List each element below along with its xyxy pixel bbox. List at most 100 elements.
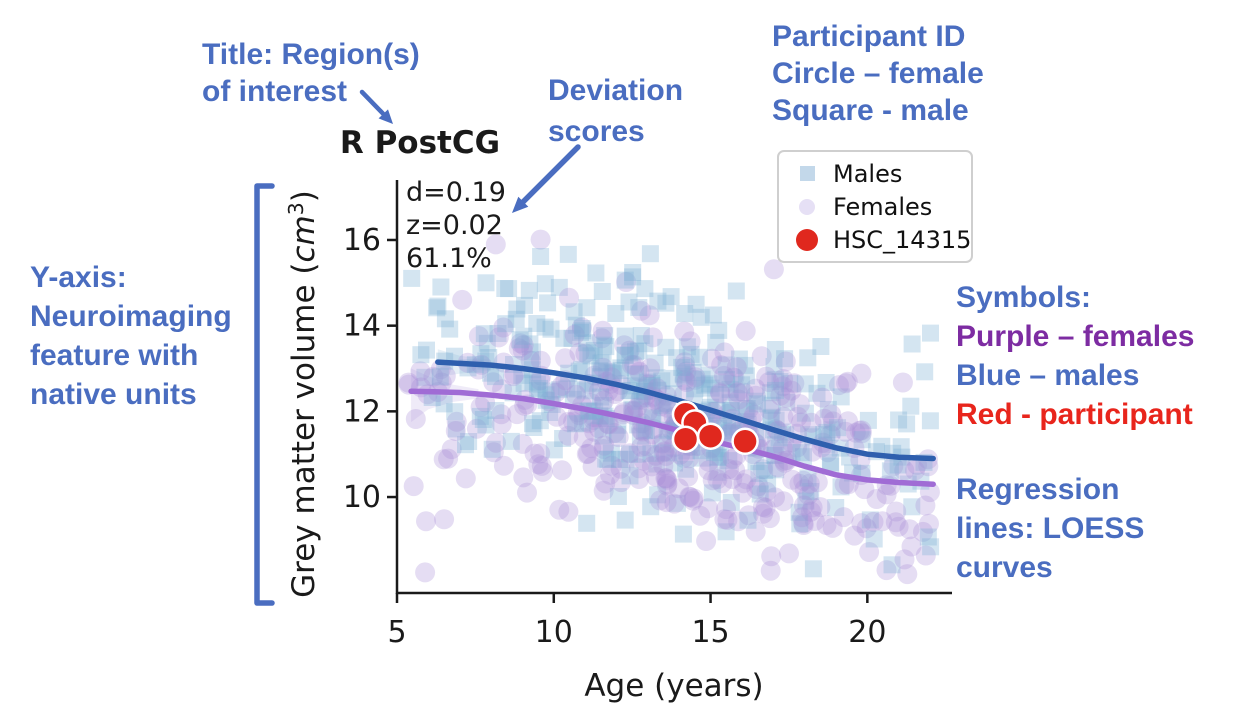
female-point: [642, 424, 663, 445]
female-point: [410, 361, 431, 382]
female-point: [468, 326, 489, 347]
female-point: [503, 366, 524, 387]
female-point: [753, 503, 774, 524]
axes: 5 10 15 20 10 12 14 16: [343, 180, 952, 650]
female-point: [637, 402, 658, 423]
male-point: [528, 315, 546, 332]
male-point: [508, 300, 526, 318]
female-point: [594, 390, 614, 411]
male-point: [790, 503, 808, 521]
female-point: [724, 367, 745, 388]
female-point: [532, 461, 553, 482]
female-point: [559, 287, 579, 308]
male-point: [682, 345, 700, 363]
male-point: [749, 395, 766, 413]
male-point: [609, 488, 627, 505]
regression-note-line: lines: LOESS: [956, 512, 1145, 545]
female-point: [801, 501, 821, 522]
male-point: [567, 415, 585, 433]
male-point: [403, 269, 421, 287]
female-point: [773, 369, 794, 389]
female-point: [892, 372, 913, 393]
male-point: [747, 453, 765, 471]
male-point: [767, 436, 785, 454]
male-point: [578, 334, 595, 352]
female-point: [732, 482, 753, 503]
male-point: [431, 368, 449, 386]
title-note-line: Title: Region(s): [202, 38, 420, 71]
title-arrow-icon: [359, 89, 393, 124]
female-point: [593, 439, 614, 459]
female-point: [814, 408, 835, 429]
female-point: [854, 479, 875, 500]
male-point: [602, 444, 620, 462]
female-point: [491, 404, 512, 425]
female-point: [595, 473, 616, 494]
y-tick-label: 12: [343, 394, 381, 429]
legend-label-participant: HSC_14315: [833, 225, 972, 254]
female-point: [558, 501, 579, 522]
male-point: [621, 467, 639, 485]
male-point: [646, 354, 664, 372]
stat-percentile: 61.1%: [406, 243, 492, 274]
male-point: [477, 416, 495, 434]
x-tick-label: 5: [387, 615, 406, 650]
female-point: [645, 466, 666, 487]
male-point: [818, 423, 836, 441]
female-point: [668, 478, 689, 499]
male-point: [823, 421, 841, 439]
male-point: [627, 366, 644, 383]
female-point: [789, 473, 810, 494]
female-point: [634, 450, 655, 471]
male-point: [487, 368, 504, 386]
female-point: [802, 441, 823, 462]
y-axis-label-close: ): [286, 190, 323, 203]
male-point: [599, 451, 617, 468]
male-point: [477, 274, 495, 292]
male-point: [436, 310, 454, 328]
male-point: [704, 306, 722, 324]
female-point: [564, 324, 585, 345]
female-point: [551, 375, 572, 396]
male-point: [475, 325, 493, 343]
female-point: [569, 342, 590, 363]
male-point: [472, 345, 490, 363]
male-point: [565, 303, 583, 321]
male-point: [827, 499, 845, 516]
female-point: [679, 448, 699, 469]
female-point: [639, 305, 660, 326]
female-point: [851, 420, 872, 441]
female-point: [655, 468, 676, 489]
male-point: [620, 293, 638, 311]
male-point: [756, 462, 774, 479]
plot-title: R PostCG: [339, 125, 501, 161]
x-tick-label: 20: [848, 615, 886, 650]
male-point: [574, 414, 592, 432]
female-point: [594, 435, 615, 456]
female-point: [446, 411, 467, 432]
female-point: [405, 409, 426, 429]
female-point: [725, 460, 746, 481]
female-point: [714, 365, 734, 386]
female-point: [894, 460, 915, 481]
male-point: [922, 324, 939, 342]
female-point: [849, 420, 870, 441]
male-point: [636, 422, 654, 440]
participant-note-line: Participant ID: [772, 20, 966, 53]
male-point: [643, 375, 661, 393]
female-point: [423, 366, 444, 387]
female-point: [675, 356, 696, 377]
male-point: [515, 374, 533, 392]
male-point: [612, 362, 630, 379]
symbols-note: Symbols: Purple – females Blue – males R…: [956, 278, 1194, 434]
male-point: [524, 415, 541, 433]
y-tick-label: 10: [343, 480, 381, 515]
male-point: [616, 327, 634, 345]
male-point: [528, 375, 546, 393]
male-point: [721, 394, 739, 412]
female-point: [629, 469, 650, 489]
male-point: [815, 426, 833, 444]
female-point: [642, 327, 663, 348]
male-point: [686, 380, 704, 398]
